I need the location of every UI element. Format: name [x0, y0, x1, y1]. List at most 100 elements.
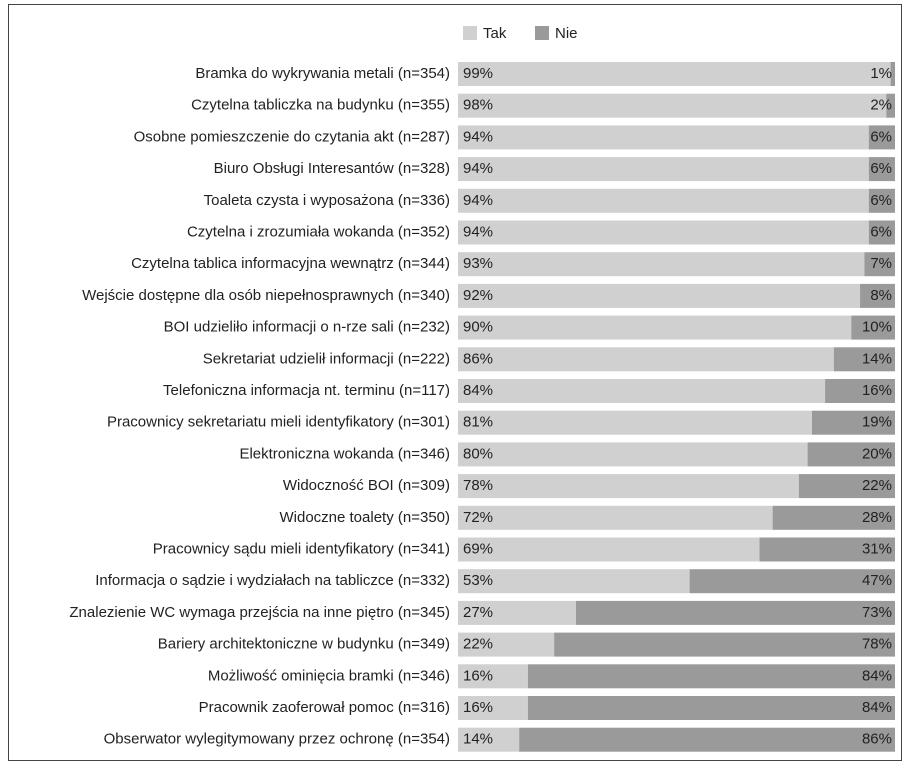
value-label: 72% [463, 509, 493, 526]
bar-segment [458, 62, 891, 86]
category-label: Pracownik zaoferował pomoc (n=316) [199, 699, 450, 716]
value-label: 78% [463, 477, 493, 494]
category-label: Sekretariat udzielił informacji (n=222) [203, 350, 450, 367]
category-label: Możliwość ominięcia bramki (n=346) [208, 667, 450, 684]
value-label: 6% [870, 160, 892, 177]
value-label: 14% [862, 350, 892, 367]
value-label: 14% [463, 731, 493, 748]
category-label: Informacja o sądzie i wydziałach na tabl… [95, 572, 450, 589]
bar-segment [890, 62, 895, 86]
value-label: 47% [862, 572, 892, 589]
value-label: 53% [463, 572, 493, 589]
value-label: 86% [862, 731, 892, 748]
bar-segment [458, 632, 555, 657]
bar-segment [458, 505, 773, 530]
bar-segment [458, 727, 520, 752]
bar-segment [811, 410, 895, 435]
bar-segment [458, 347, 834, 372]
category-label: Widoczne toalety (n=350) [279, 509, 450, 526]
bar-segment [458, 474, 799, 499]
category-label: Osobne pomieszczenie do czytania akt (n=… [134, 128, 450, 145]
value-label: 78% [862, 636, 892, 653]
bar-segment [868, 220, 895, 245]
value-label: 94% [463, 128, 493, 145]
category-label: Widoczność BOI (n=309) [283, 477, 450, 494]
bar-segment [860, 283, 895, 308]
bar-segment [458, 188, 869, 213]
bar-segment [458, 252, 865, 277]
bar-segment [759, 537, 895, 562]
bar-segment [868, 188, 895, 213]
value-label: 94% [463, 160, 493, 177]
value-label: 6% [870, 128, 892, 145]
bar-segment [458, 157, 869, 182]
bar-segment [807, 442, 895, 467]
value-label: 16% [463, 699, 493, 716]
value-label: 84% [463, 382, 493, 399]
category-label: Obserwator wylegitymowany przez ochronę … [104, 731, 450, 748]
bar-segment [458, 569, 690, 594]
bar-segment [458, 315, 852, 340]
bar-segment [527, 696, 895, 720]
value-label: 98% [463, 97, 493, 114]
chart-frame [8, 4, 902, 761]
bar-segment [886, 93, 895, 118]
bar-segment [825, 379, 895, 403]
category-label: Czytelna tablica informacyjna wewnątrz (… [131, 255, 450, 272]
value-label: 20% [862, 445, 892, 462]
bar-segment [833, 347, 895, 372]
bar-segment [458, 537, 760, 562]
category-label: Elektroniczna wokanda (n=346) [239, 445, 450, 462]
bar-segment [554, 632, 895, 657]
value-label: 28% [862, 509, 892, 526]
value-label: 94% [463, 223, 493, 240]
value-label: 7% [870, 255, 892, 272]
value-label: 2% [870, 97, 892, 114]
value-label: 16% [862, 382, 892, 399]
category-label: Bramka do wykrywania metali (n=354) [195, 65, 450, 82]
bar-segment [458, 379, 826, 403]
bar-segment [519, 727, 895, 752]
category-label: Wejście dostępne dla osób niepełnosprawn… [82, 287, 450, 304]
value-label: 19% [862, 414, 892, 431]
value-label: 99% [463, 65, 493, 82]
value-label: 22% [862, 477, 892, 494]
value-label: 80% [463, 445, 493, 462]
value-label: 84% [862, 667, 892, 684]
legend-label: Nie [555, 25, 578, 42]
category-label: Pracownicy sekretariatu mieli identyfika… [107, 414, 450, 431]
value-label: 90% [463, 319, 493, 336]
bar-segment [772, 505, 895, 530]
category-label: Pracownicy sądu mieli identyfikatory (n=… [153, 540, 450, 557]
legend-label: Tak [483, 25, 507, 42]
bar-segment [575, 600, 895, 625]
bar-segment [851, 315, 895, 340]
value-label: 16% [463, 667, 493, 684]
bar-segment [458, 283, 861, 308]
value-label: 6% [870, 192, 892, 209]
bar-segment [864, 252, 895, 277]
category-label: Znalezienie WC wymaga przejścia na inne … [69, 604, 450, 621]
value-label: 69% [463, 540, 493, 557]
value-label: 6% [870, 223, 892, 240]
category-label: Biuro Obsługi Interesantów (n=328) [214, 160, 450, 177]
value-label: 92% [463, 287, 493, 304]
value-label: 22% [463, 636, 493, 653]
bar-segment [458, 600, 576, 625]
bar-segment [868, 125, 895, 150]
value-label: 86% [463, 350, 493, 367]
value-label: 94% [463, 192, 493, 209]
bar-segment [458, 220, 869, 245]
category-label: BOI udzieliło informacji o n-rze sali (n… [164, 319, 450, 336]
category-label: Czytelna i zrozumiała wokanda (n=352) [187, 223, 450, 240]
legend-swatch [463, 26, 477, 40]
category-label: Bariery architektoniczne w budynku (n=34… [158, 636, 450, 653]
bar-segment [798, 474, 895, 499]
bar-segment [458, 442, 808, 467]
value-label: 31% [862, 540, 892, 557]
value-label: 1% [870, 65, 892, 82]
value-label: 10% [862, 319, 892, 336]
value-label: 84% [862, 699, 892, 716]
bar-segment [689, 569, 895, 594]
